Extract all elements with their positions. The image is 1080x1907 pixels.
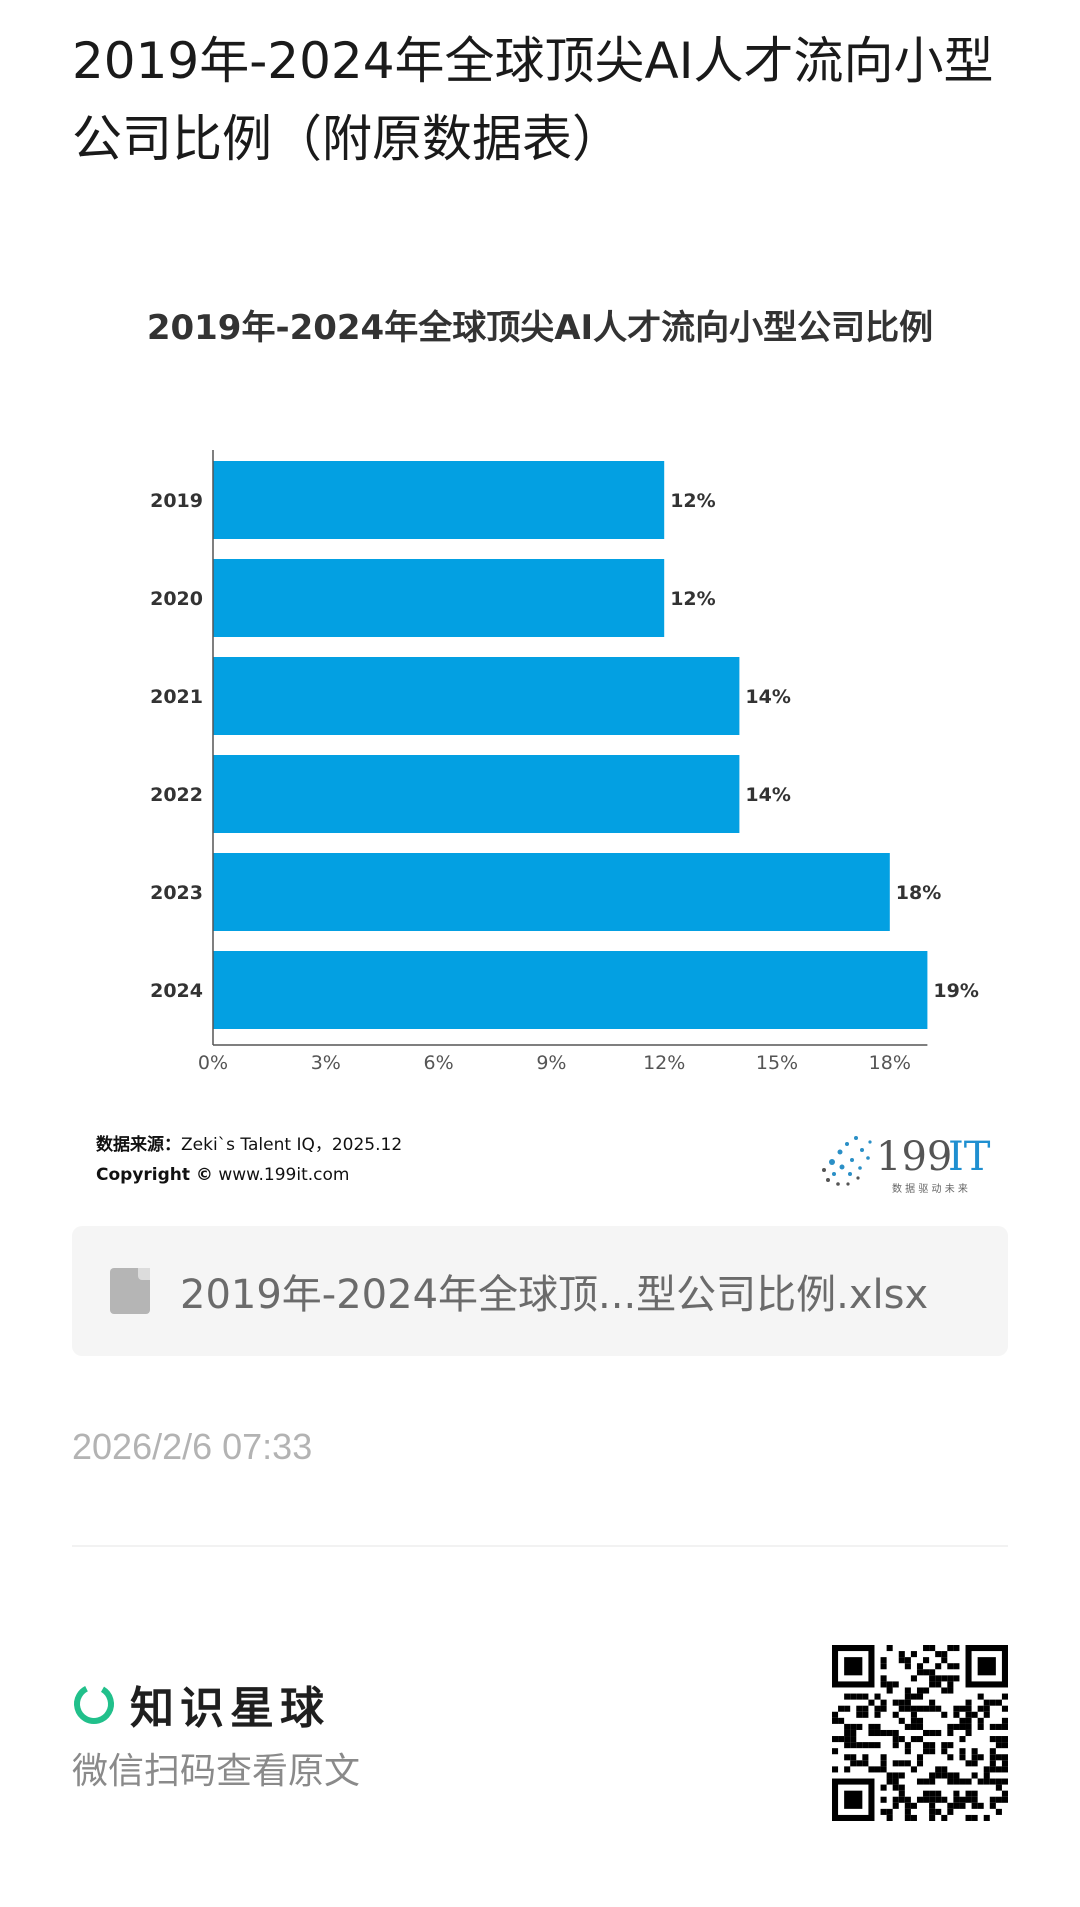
publish-timestamp: 2026/2/6 07:33 [72, 1426, 313, 1467]
bar-2023 [213, 853, 890, 931]
x-tick-label: 0% [198, 1052, 228, 1074]
value-label-2024: 19% [933, 980, 978, 1002]
value-label-2019: 12% [670, 490, 715, 512]
category-label-2020: 2020 [150, 588, 203, 610]
attachment-card[interactable]: 2019年-2024年全球顶...型公司比例.xlsx [72, 1226, 1008, 1356]
bar-chart: 2019 12% 2020 12% 2021 14% 2022 14% 2023 18% 2024 1… [150, 450, 979, 1074]
x-tick-label: 15% [756, 1052, 798, 1074]
attachment-name: 2019年-2024年全球顶...型公司比例.xlsx [180, 1272, 929, 1318]
category-label-2019: 2019 [150, 490, 203, 512]
bar-2020 [213, 559, 665, 637]
bar-2019 [213, 461, 665, 539]
category-label-2021: 2021 [150, 686, 203, 708]
x-tick-label: 9% [536, 1052, 566, 1074]
source-text: Zeki`s Talent IQ，2025.12 [181, 1135, 403, 1155]
x-tick-label: 6% [424, 1052, 454, 1074]
source-label: 数据来源： [96, 1135, 181, 1155]
zsxq-logo: 知识星球 [72, 1672, 330, 1736]
value-label-2020: 12% [670, 588, 715, 610]
brand-name-it: IT [948, 1134, 991, 1180]
zsxq-logo-text: 知识星球 [130, 1683, 330, 1734]
bar-2021 [213, 657, 740, 735]
zsxq-ring-icon [74, 1684, 114, 1724]
x-tick-label: 18% [869, 1052, 911, 1074]
chart-title: 2019年-2024年全球顶尖AI人才流向小型公司比例 [146, 308, 934, 348]
page-title: 2019年-2024年全球顶尖AI人才流向小型公司比例（附原数据表） [72, 32, 994, 168]
bar-2024 [213, 951, 928, 1029]
category-label-2023: 2023 [150, 882, 203, 904]
brand-logo: 199 IT 数 据 驱 动 未 来 [822, 1134, 991, 1195]
x-tick-label: 12% [643, 1052, 685, 1074]
spreadsheet-file-icon [110, 1268, 150, 1314]
x-tick-label: 3% [311, 1052, 341, 1074]
source-info: 数据来源：Zeki`s Talent IQ，2025.12 Copyright … [96, 1130, 402, 1190]
qr-code[interactable] [832, 1645, 1008, 1821]
brand-name-digits: 199 [876, 1134, 952, 1180]
copyright-label: Copyright © [96, 1165, 213, 1185]
divider [72, 1545, 1008, 1547]
category-label-2024: 2024 [150, 980, 203, 1002]
copyright-text: www.199it.com [218, 1165, 350, 1185]
value-label-2023: 18% [896, 882, 941, 904]
value-label-2022: 14% [745, 784, 790, 806]
scan-hint: 微信扫码查看原文 [72, 1751, 361, 1792]
bar-2022 [213, 755, 740, 833]
value-label-2021: 14% [745, 686, 790, 708]
category-label-2022: 2022 [150, 784, 203, 806]
brand-tagline: 数 据 驱 动 未 来 [892, 1182, 968, 1195]
